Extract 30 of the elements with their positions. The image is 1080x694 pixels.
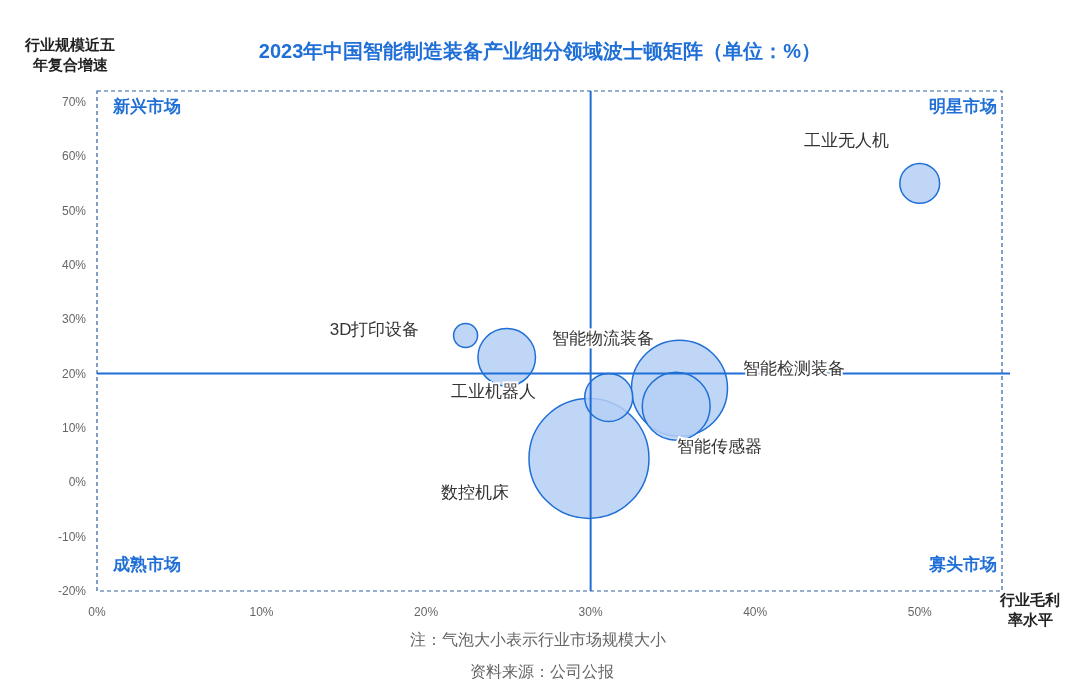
text: 注：气泡大小表示行业市场规模大小 <box>410 631 666 648</box>
chart-title: 2023年中国智能制造装备产业细分领域波士顿矩阵（单位：%） <box>258 40 822 62</box>
y-tick-label: 30% <box>61 312 87 327</box>
y-tick-label: 60% <box>61 149 87 164</box>
y-tick-label: 0% <box>68 475 87 490</box>
y-tick-label: 40% <box>61 257 87 272</box>
annotation: 智能传感器 <box>676 437 762 457</box>
y-tick-label: 10% <box>61 420 87 435</box>
annotation: 数控机床 <box>440 483 509 503</box>
annotation: 工业机器人 <box>451 382 537 402</box>
y-tick-label: 70% <box>61 94 87 109</box>
annotation: 明星市场 <box>929 97 997 116</box>
x-tick-label: 40% <box>743 605 768 619</box>
annotation: 寡头市场 <box>928 555 997 574</box>
y-tick-label: -20% <box>57 584 87 598</box>
x-tick-label: 30% <box>578 605 603 619</box>
y-tick-label: 50% <box>61 203 87 218</box>
annotation: 工业无人机 <box>804 131 890 151</box>
annotation: 3D打印设备 <box>329 319 420 339</box>
y-tick-label: -10% <box>57 529 87 544</box>
x-tick-label: 0% <box>88 605 106 619</box>
y-axis-title: 行业规模近五年复合增速 <box>24 36 115 73</box>
annotation: 成熟市场 <box>112 555 181 574</box>
x-axis-title: 行业毛利率水平 <box>999 591 1060 628</box>
text: 资料来源：公司公报 <box>470 663 614 680</box>
y-tick-label: 20% <box>61 366 87 381</box>
x-tick-label: 10% <box>249 605 274 619</box>
annotation: 新兴市场 <box>112 97 181 116</box>
x-tick-label: 20% <box>414 605 439 619</box>
x-tick-label: 50% <box>907 605 933 619</box>
